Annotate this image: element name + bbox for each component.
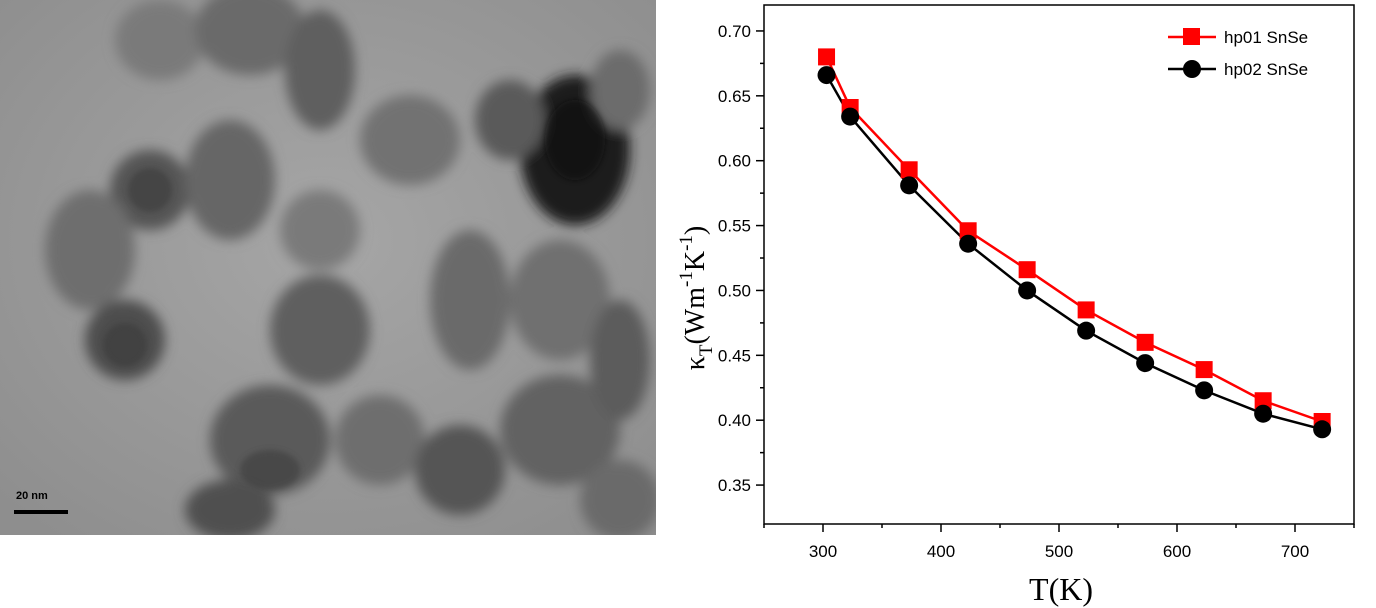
data-point-series-1: [1195, 361, 1213, 379]
x-axis-title: T(K): [1029, 571, 1093, 607]
y-axis-title-exp2: -1: [676, 235, 697, 251]
y-axis-title-exp1: -1: [676, 271, 697, 287]
scale-bar: [14, 510, 68, 514]
scale-bar-label: 20 nm: [16, 490, 48, 502]
data-point-series-1: [900, 161, 918, 179]
x-tick-label: 400: [927, 542, 955, 561]
data-point-series-1: [959, 222, 977, 240]
legend: hp01 SnSe hp02 SnSe: [1168, 28, 1308, 79]
y-tick-label: 0.70: [718, 22, 751, 41]
data-point-series-2: [1254, 404, 1273, 423]
legend-label-hp02: hp02 SnSe: [1224, 60, 1308, 79]
y-tick-label: 0.45: [718, 346, 751, 365]
data-point-series-2: [900, 176, 919, 195]
x-tick-label: 600: [1163, 542, 1191, 561]
y-tick-label: 0.55: [718, 217, 751, 236]
y-axis-title: κT(Wm-1K-1): [676, 226, 717, 370]
y-axis: 0.35 0.40 0.45 0.50 0.55 0.60 0.65 0.70: [718, 22, 764, 495]
x-tick-label: 500: [1045, 542, 1073, 561]
y-axis-title-subscript: T: [696, 344, 717, 356]
series-line-1: [825, 56, 1323, 423]
data-point-series-2: [1077, 321, 1096, 340]
legend-label-hp01: hp01 SnSe: [1224, 28, 1308, 47]
data-point-series-2: [1018, 281, 1037, 300]
svg-text:κT(Wm-1K-1): κT(Wm-1K-1): [676, 226, 717, 370]
y-tick-label: 0.35: [718, 476, 751, 495]
series-line-2: [825, 74, 1323, 431]
legend-item-hp02: hp02 SnSe: [1168, 60, 1308, 79]
y-axis-title-open: (Wm: [680, 287, 711, 345]
data-point-series-2: [1195, 381, 1214, 400]
series-layer: [817, 48, 1332, 439]
data-point-series-2: [1313, 420, 1332, 439]
data-point-series-2: [1136, 354, 1155, 373]
y-tick-label: 0.65: [718, 87, 751, 106]
x-axis: 300 400 500 600 700: [763, 524, 1355, 561]
y-axis-title-close: ): [680, 226, 711, 235]
data-point-series-1: [1254, 392, 1272, 410]
y-tick-label: 0.50: [718, 281, 751, 300]
data-point-series-2: [841, 107, 860, 126]
legend-item-hp01: hp01 SnSe: [1168, 28, 1308, 47]
data-point-series-2: [817, 66, 836, 85]
data-point-series-1: [1018, 261, 1036, 279]
y-axis-title-mid: K: [680, 251, 711, 271]
plot-frame: [763, 4, 1355, 525]
y-axis-title-symbol: κ: [680, 356, 711, 370]
thermal-conductivity-chart: 300 400 500 600 700 0.35 0.40 0.45 0.50 0.55 0.60…: [676, 4, 1355, 607]
tem-particles-image: [0, 0, 656, 535]
y-tick-label: 0.60: [718, 152, 751, 171]
y-tick-label: 0.40: [718, 411, 751, 430]
data-point-series-1: [1136, 333, 1154, 351]
data-point-series-1: [1077, 301, 1095, 319]
tem-micrograph: 20 nm: [0, 0, 656, 535]
data-point-series-2: [959, 234, 978, 253]
x-tick-label: 300: [809, 542, 837, 561]
x-tick-label: 700: [1281, 542, 1309, 561]
data-point-series-1: [818, 48, 836, 66]
